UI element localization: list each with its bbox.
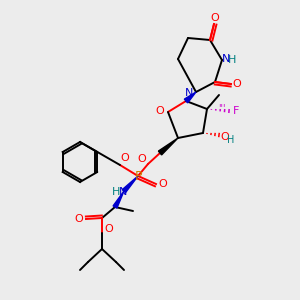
Text: O: O: [156, 106, 164, 116]
Text: ''': ''': [218, 103, 226, 113]
Text: O: O: [138, 154, 146, 164]
Text: H: H: [112, 187, 120, 197]
Polygon shape: [158, 138, 178, 155]
Text: P: P: [134, 169, 142, 182]
Text: O: O: [159, 179, 167, 189]
Text: O: O: [211, 13, 219, 23]
Text: N: N: [185, 88, 193, 98]
Polygon shape: [184, 92, 196, 103]
Text: H: H: [228, 55, 236, 65]
Text: O: O: [75, 214, 83, 224]
Text: O: O: [121, 153, 129, 163]
Text: O: O: [232, 79, 242, 89]
Text: N: N: [119, 187, 127, 197]
Text: F: F: [233, 106, 239, 116]
Text: N: N: [222, 54, 230, 64]
Text: O: O: [220, 132, 230, 142]
Text: H: H: [227, 135, 235, 145]
Text: O: O: [105, 224, 113, 234]
Polygon shape: [122, 176, 138, 193]
Polygon shape: [113, 191, 124, 208]
